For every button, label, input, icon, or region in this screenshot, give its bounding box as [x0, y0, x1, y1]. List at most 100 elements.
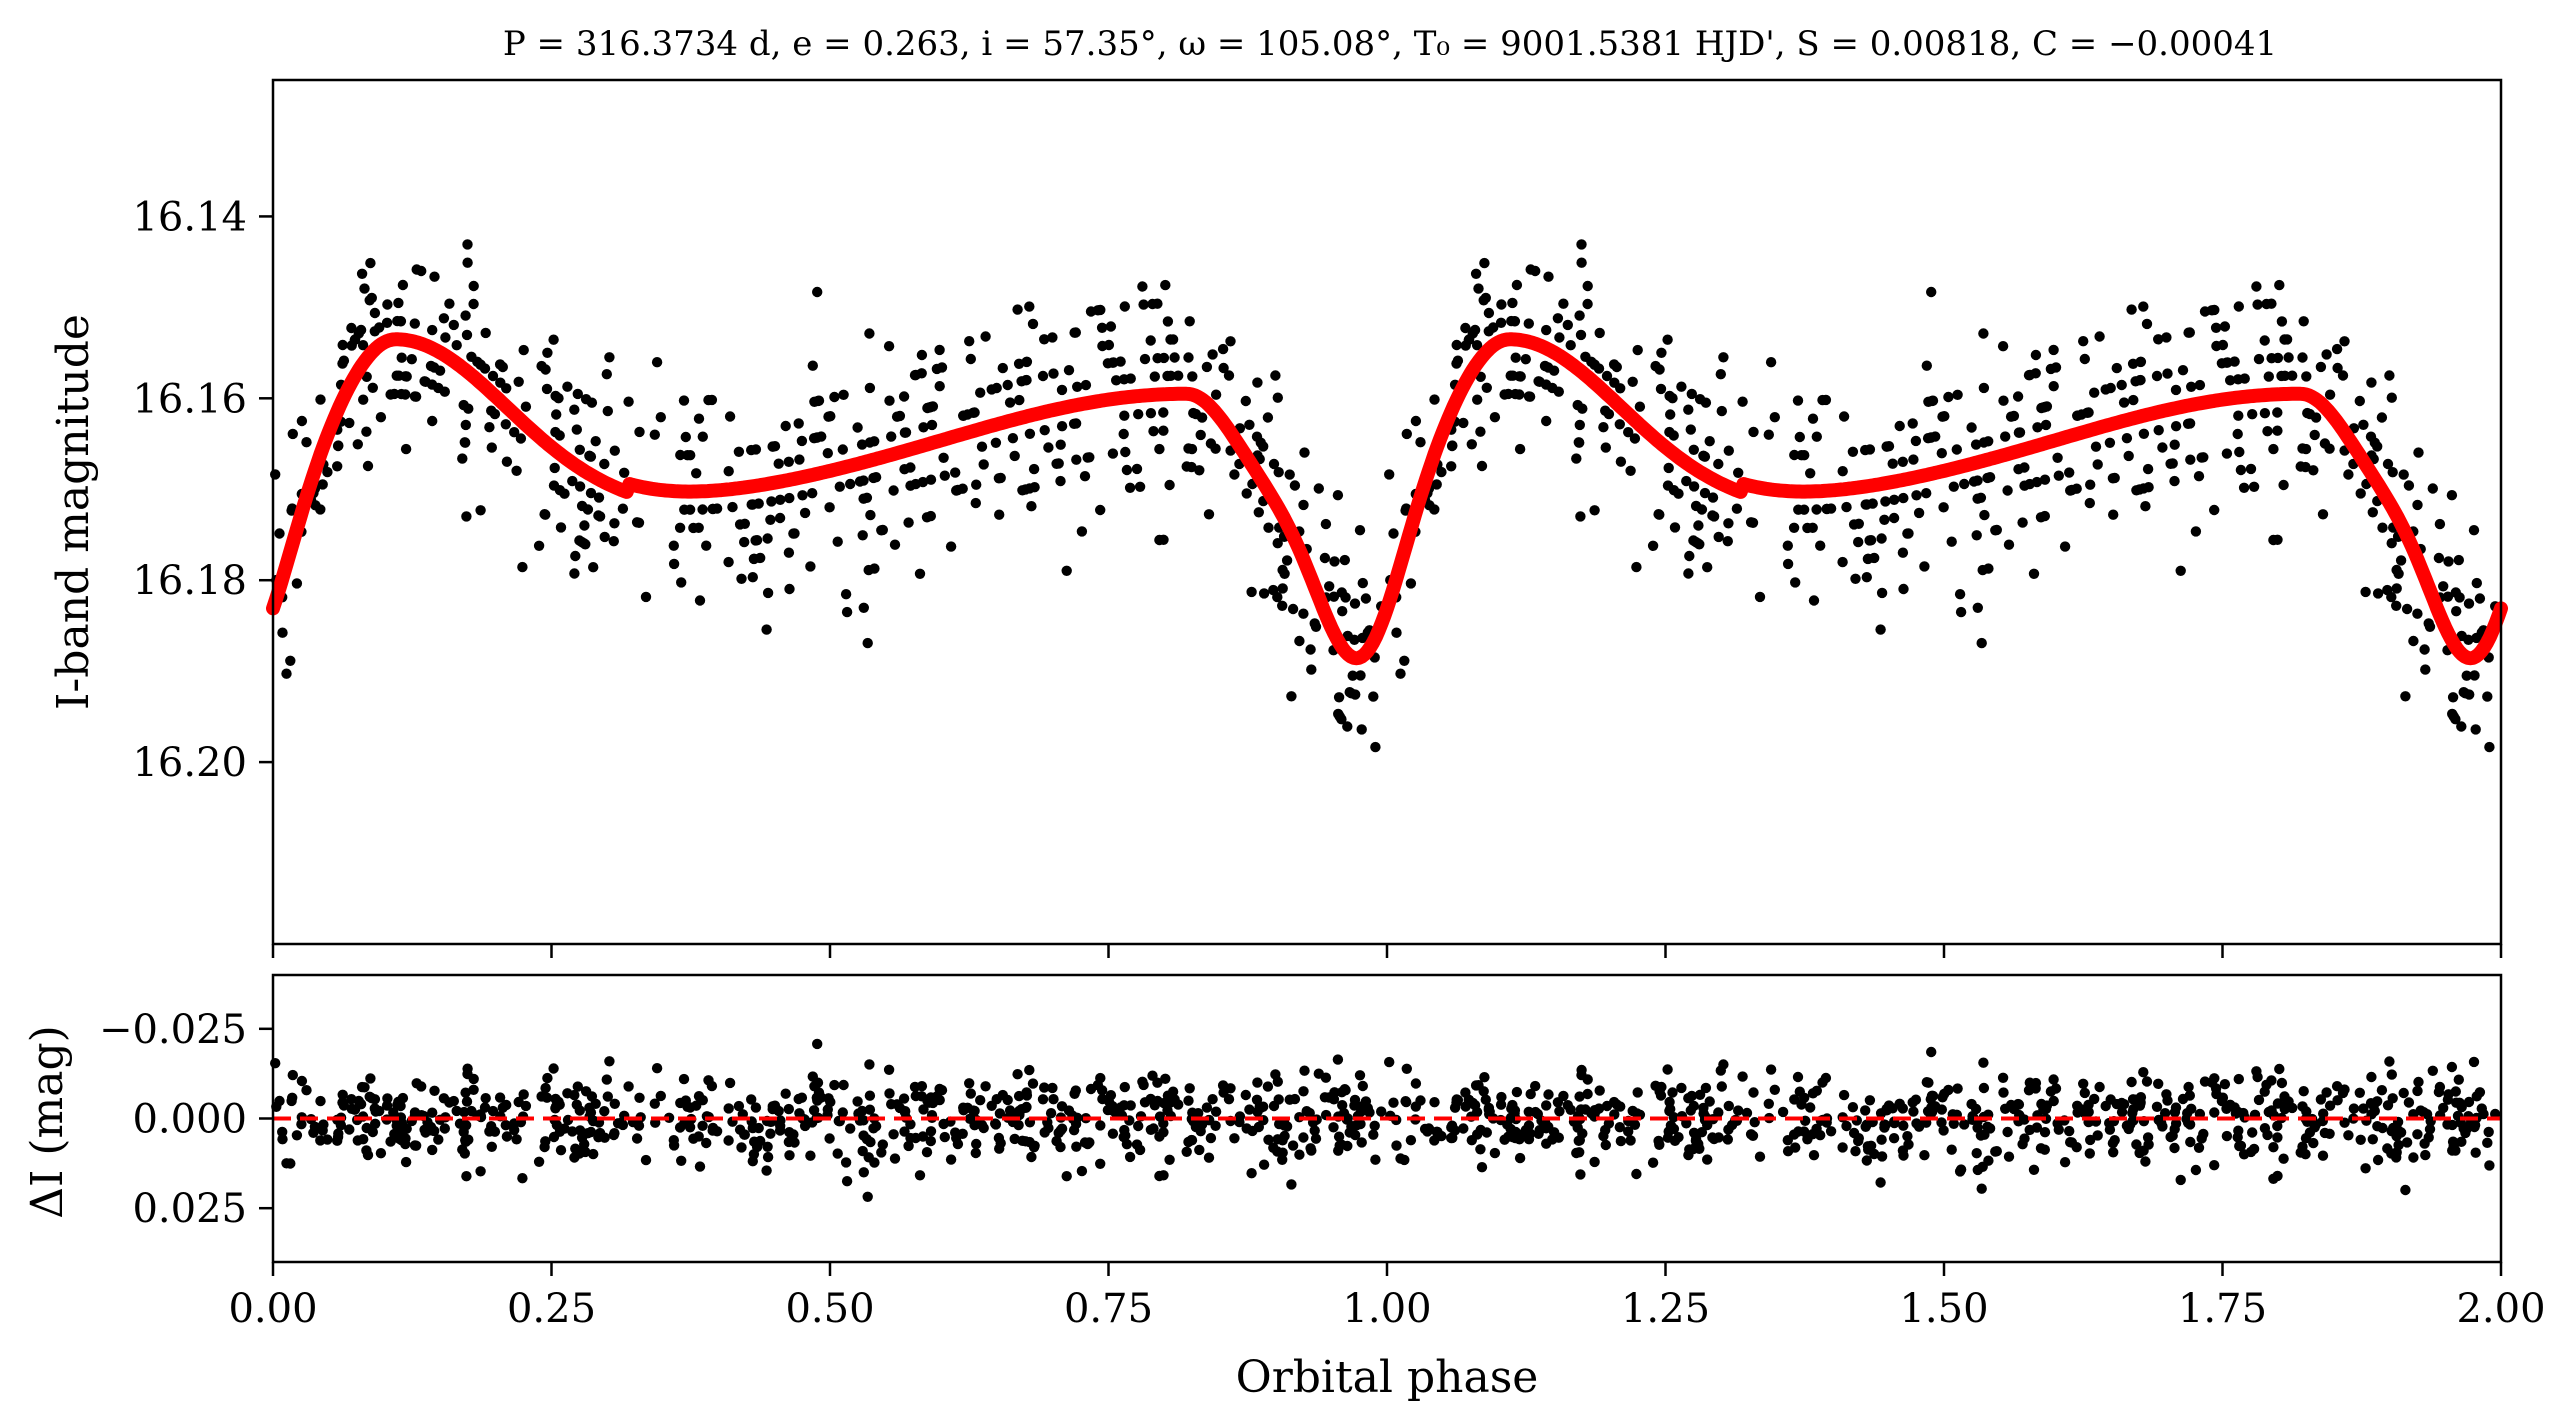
observation-point [1745, 517, 1757, 528]
observation-point [676, 577, 687, 588]
observation-point [1690, 500, 1702, 512]
residual-point [1600, 1124, 1611, 1136]
residual-point [2053, 1124, 2064, 1135]
residual-point [761, 1165, 772, 1176]
observation-point [1207, 349, 1218, 360]
observation-point [2434, 518, 2446, 530]
observation-point [1553, 386, 1565, 397]
residual-point [1976, 1183, 1987, 1194]
observation-point [1466, 439, 1478, 450]
observation-point [274, 528, 285, 539]
observation-point [2403, 480, 2415, 491]
observation-point [1021, 356, 1033, 367]
observation-point [1876, 587, 1888, 599]
observation-point [2039, 474, 2051, 485]
observation-point [494, 359, 506, 370]
observation-point [358, 394, 369, 405]
observation-point [2071, 483, 2082, 494]
observation-point [1080, 379, 1092, 391]
observation-point [674, 522, 686, 533]
residual-point [1328, 1094, 1340, 1105]
observation-point [1577, 403, 1588, 414]
residual-point [1481, 1127, 1493, 1138]
residual-point [1037, 1094, 1049, 1105]
observation-point [1966, 422, 1977, 433]
residual-point [1447, 1132, 1458, 1144]
observation-point [2177, 365, 2189, 376]
observation-point [1244, 419, 1255, 430]
observation-point [576, 500, 588, 512]
observation-point [1862, 553, 1874, 565]
observation-point [733, 446, 745, 457]
residual-point [1333, 1131, 1345, 1142]
observation-point [678, 395, 690, 406]
observation-point [1807, 413, 1819, 424]
observation-point [1431, 479, 1442, 490]
residual-point [2377, 1122, 2388, 1134]
residual-point [1021, 1090, 1033, 1101]
residual-point [1910, 1094, 1922, 1105]
observation-point [2232, 428, 2243, 440]
observation-point [1978, 328, 1989, 339]
observation-point [2391, 600, 2402, 611]
residual-point [540, 1082, 551, 1094]
observation-point [352, 439, 363, 450]
observation-point [1342, 721, 1353, 732]
residual-point [333, 1128, 344, 1139]
residual-point [315, 1135, 326, 1146]
observation-point [767, 441, 778, 452]
residual-point [2413, 1076, 2424, 1088]
observation-point [1676, 381, 1687, 392]
observation-point [1063, 365, 1075, 376]
residual-point [1401, 1063, 1413, 1075]
residual-point [1741, 1107, 1753, 1119]
observation-point [2471, 577, 2482, 589]
residual-point [841, 1176, 853, 1187]
residual-point [1205, 1132, 1217, 1144]
observation-point [599, 531, 610, 543]
residual-point [1574, 1135, 1586, 1146]
residual-point [2419, 1138, 2430, 1149]
residual-point [2447, 1119, 2458, 1131]
observation-point [1473, 283, 1484, 294]
residual-point [2121, 1120, 2133, 1131]
observation-point [1662, 334, 1673, 345]
residual-point [858, 1130, 869, 1141]
residual-point [877, 1139, 888, 1150]
residual-point [1502, 1119, 1513, 1130]
residual-point [2079, 1087, 2090, 1099]
observation-point [2451, 606, 2462, 617]
bottom-y-label: ΔI (mag) [22, 1025, 73, 1219]
residual-point [1210, 1106, 1222, 1117]
residual-point [1864, 1095, 1876, 1106]
residual-point [364, 1091, 375, 1103]
observation-point [2059, 541, 2071, 552]
residual-point [2116, 1106, 2128, 1118]
observation-point [909, 370, 921, 381]
observation-point [2482, 691, 2493, 702]
observation-point [706, 394, 718, 406]
observation-point [406, 354, 417, 365]
residual-point [1571, 1147, 1582, 1159]
residual-point [1582, 1088, 1593, 1100]
residual-point [580, 1146, 591, 1158]
observation-point [1039, 334, 1050, 345]
observation-point [401, 371, 412, 382]
observation-point [1055, 439, 1066, 450]
observation-point [1615, 456, 1627, 467]
residual-point [1523, 1120, 1535, 1131]
residual-point [1978, 1082, 1990, 1094]
observation-point [1541, 324, 1552, 336]
observation-point [2023, 370, 2035, 381]
residual-point [2230, 1108, 2242, 1119]
observation-point [1167, 334, 1179, 345]
residual-point [317, 1125, 328, 1136]
observation-point [2235, 464, 2247, 476]
observation-point [509, 427, 520, 438]
residual-point [1107, 1128, 1119, 1139]
top-y-label: I-band magnitude [48, 314, 99, 710]
residual-point [2252, 1071, 2263, 1083]
residual-point [1991, 1146, 2003, 1157]
observation-point [1133, 409, 1144, 420]
observation-point [1997, 341, 2009, 352]
